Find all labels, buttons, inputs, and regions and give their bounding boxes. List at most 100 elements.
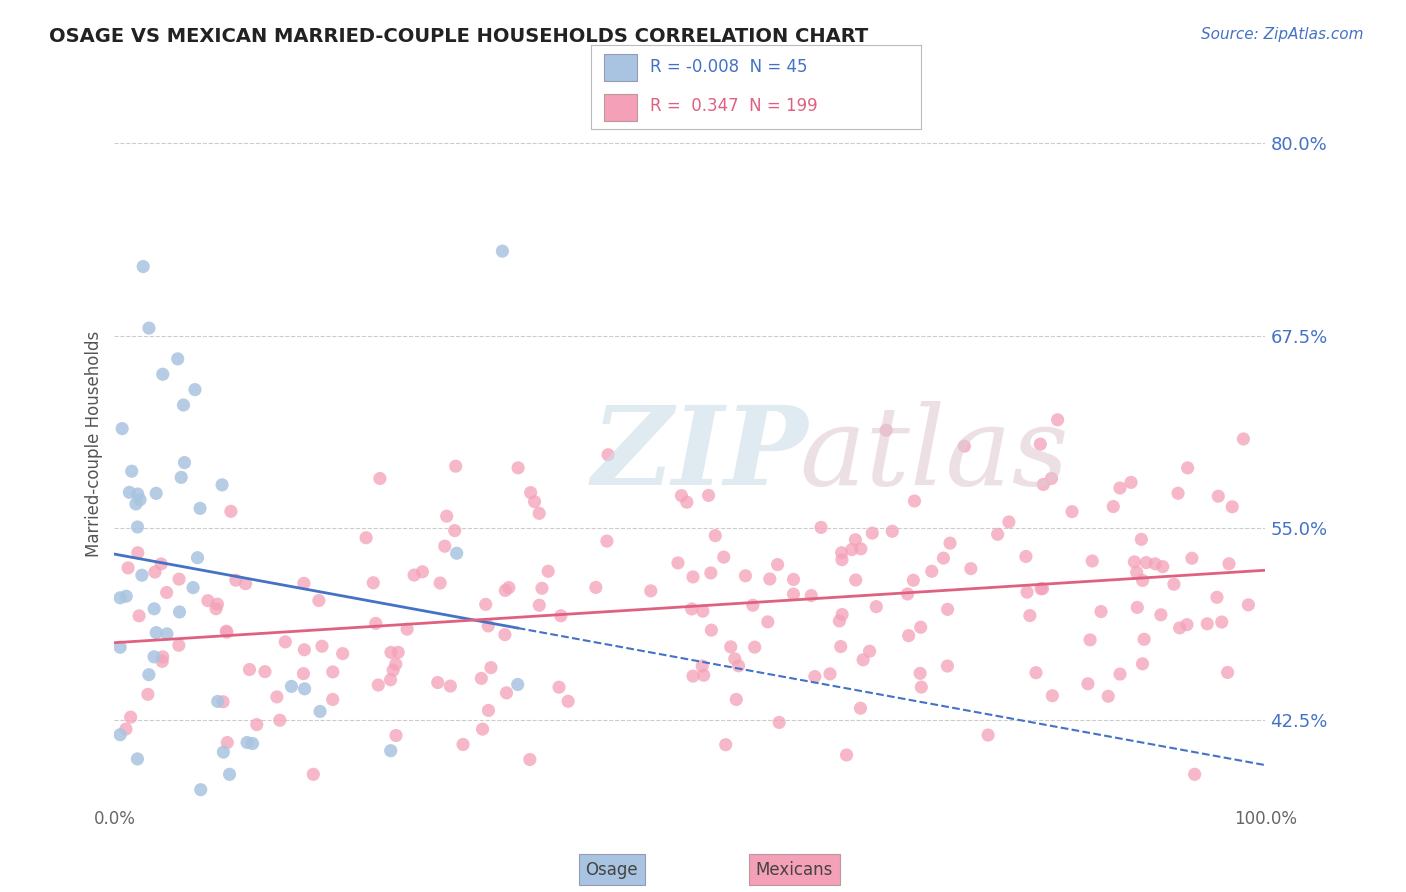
Point [1167,486,1189,500]
Point [150,557,173,571]
Point [380,744,402,758]
Point [280,680,302,694]
Point [156,627,179,641]
Point [1130,533,1153,547]
Point [910,680,932,694]
Point [253,665,276,679]
Point [1040,471,1063,485]
Point [170,470,193,484]
Point [903,494,925,508]
Point [152,649,174,664]
Point [218,767,240,781]
Point [127,752,149,766]
Point [128,608,150,623]
Point [477,619,499,633]
Point [384,657,406,672]
Point [115,722,138,736]
Point [845,573,868,587]
Point [207,694,229,708]
Point [309,705,332,719]
Point [1029,582,1052,596]
Point [439,679,461,693]
Point [219,504,242,518]
Point [700,623,723,637]
Point [960,561,983,575]
Point [1031,582,1053,596]
Point [367,678,389,692]
Point [1218,557,1240,571]
Point [217,735,239,749]
Text: Mexicans: Mexicans [755,861,834,879]
Point [903,574,925,588]
Point [782,587,804,601]
Point [681,602,703,616]
Point [127,487,149,501]
Point [800,589,823,603]
Point [939,536,962,550]
Point [274,635,297,649]
Point [494,583,516,598]
Point [666,556,689,570]
Point [212,695,235,709]
Point [1123,555,1146,569]
Point [169,605,191,619]
Text: ZIP: ZIP [592,401,808,508]
Point [436,509,458,524]
Point [215,625,238,640]
Point [1090,605,1112,619]
Point [537,564,560,578]
FancyBboxPatch shape [603,94,637,120]
Point [167,638,190,652]
Point [671,489,693,503]
Point [727,658,749,673]
Point [744,640,766,654]
Point [215,624,238,639]
Point [380,673,402,687]
Point [508,460,530,475]
Point [1132,574,1154,588]
Point [987,527,1010,541]
Point [411,565,433,579]
Point [380,645,402,659]
Point [308,593,330,607]
Point [108,591,131,605]
Point [172,398,194,412]
Point [322,692,344,706]
Point [1232,432,1254,446]
Point [1032,477,1054,491]
FancyBboxPatch shape [603,54,637,81]
Point [125,497,148,511]
Point [108,640,131,655]
Point [205,601,228,615]
Text: Osage: Osage [585,861,638,879]
Point [865,599,887,614]
Point [720,640,742,654]
Point [396,622,419,636]
Point [479,660,502,674]
Point [910,620,932,634]
Point [936,659,959,673]
Point [529,506,551,520]
Point [693,668,716,682]
Point [704,528,727,542]
Point [1132,657,1154,671]
Point [932,551,955,566]
Point [1150,607,1173,622]
Point [896,587,918,601]
Point [529,599,551,613]
Point [143,602,166,616]
Point [1102,500,1125,514]
Point [138,667,160,681]
Point [682,570,704,584]
Point [471,722,494,736]
Point [977,728,1000,742]
Point [266,690,288,704]
Point [207,597,229,611]
Point [181,581,204,595]
Point [585,581,607,595]
Point [173,456,195,470]
Point [166,351,188,366]
Point [598,448,620,462]
Point [875,423,897,437]
Point [131,568,153,582]
